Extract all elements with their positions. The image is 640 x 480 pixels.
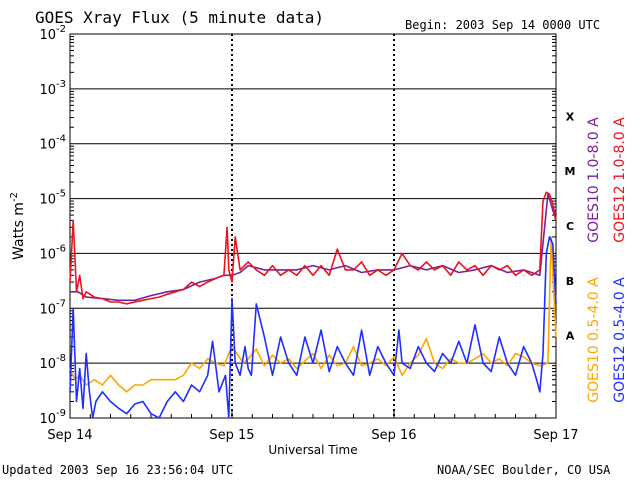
y-axis-label-text: Watts m bbox=[11, 202, 27, 260]
x-tick-label: Sep 15 bbox=[209, 428, 254, 443]
x-axis-label: Universal Time bbox=[268, 443, 357, 457]
y-tick-base: 10 bbox=[39, 247, 56, 262]
svg-text:Watts m-2: Watts m-2 bbox=[9, 192, 27, 260]
y-tick-base: 10 bbox=[39, 28, 56, 43]
flare-class-label: C bbox=[566, 220, 574, 233]
y-tick-exponent: -3 bbox=[56, 79, 66, 90]
y-tick-label: 10-5 bbox=[39, 189, 66, 208]
legend: GOES10 1.0-8.0 A GOES12 1.0-8.0 A GOES10 0… bbox=[586, 117, 628, 403]
series-line bbox=[69, 236, 557, 393]
y-tick-base: 10 bbox=[39, 138, 56, 153]
y-tick-base: 10 bbox=[39, 302, 56, 317]
y-axis-label-exponent: -2 bbox=[9, 192, 20, 202]
y-axis-label: Watts m-2 bbox=[9, 192, 27, 260]
y-tick-exponent: -9 bbox=[56, 408, 66, 419]
y-tick-label: 10-2 bbox=[39, 24, 66, 43]
flare-class-label: A bbox=[566, 330, 575, 343]
chart-title: GOES Xray Flux (5 minute data) bbox=[35, 8, 324, 27]
legend-entry: GOES12 1.0-8.0 A bbox=[612, 117, 628, 243]
y-tick-label: 10-6 bbox=[39, 243, 66, 262]
series-line bbox=[70, 193, 557, 302]
y-tick-label: 10-4 bbox=[39, 134, 66, 153]
x-tick-label: Sep 17 bbox=[533, 428, 578, 443]
legend-label: GOES10 0.5-4.0 A bbox=[586, 277, 602, 403]
y-tick-label: 10-3 bbox=[39, 79, 66, 98]
flare-class-label: X bbox=[566, 110, 575, 123]
legend-label: GOES12 1.0-8.0 A bbox=[612, 117, 628, 243]
y-tick-exponent: -8 bbox=[56, 353, 66, 364]
x-axis-ticks: Sep 14 Sep 15 Sep 16 Sep 17 bbox=[47, 410, 579, 443]
legend-entry: GOES10 0.5-4.0 A bbox=[586, 277, 602, 403]
flare-class-label: B bbox=[566, 275, 574, 288]
y-tick-base: 10 bbox=[39, 412, 56, 427]
y-tick-base: 10 bbox=[39, 357, 56, 372]
day-divider-lines bbox=[231, 34, 395, 418]
legend-entry: GOES10 1.0-8.0 A bbox=[586, 117, 602, 243]
y-tick-base: 10 bbox=[39, 83, 56, 98]
y-tick-base: 10 bbox=[39, 193, 56, 208]
legend-label: GOES12 0.5-4.0 A bbox=[612, 277, 628, 403]
series-line bbox=[69, 236, 557, 419]
legend-entry: GOES12 0.5-4.0 A bbox=[612, 277, 628, 403]
data-series bbox=[69, 191, 557, 419]
y-tick-exponent: -6 bbox=[56, 243, 66, 254]
y-axis-ticks: 10-210-310-410-510-610-710-810-9 bbox=[39, 24, 556, 427]
legend-label: GOES10 1.0-8.0 A bbox=[586, 117, 602, 243]
y-tick-exponent: -4 bbox=[56, 134, 66, 145]
flare-class-labels: X M C B A bbox=[565, 110, 576, 342]
y-tick-label: 10-9 bbox=[39, 408, 66, 427]
updated-label: Updated 2003 Sep 16 23:56:04 UTC bbox=[2, 463, 233, 477]
x-tick-label: Sep 16 bbox=[371, 428, 416, 443]
y-tick-label: 10-7 bbox=[39, 298, 66, 317]
series-line bbox=[69, 191, 557, 305]
credit-label: NOAA/SEC Boulder, CO USA bbox=[437, 463, 611, 477]
y-tick-label: 10-8 bbox=[39, 353, 66, 372]
y-tick-exponent: -2 bbox=[56, 24, 66, 35]
flare-class-label: M bbox=[565, 165, 576, 178]
grid-lines bbox=[70, 88, 556, 364]
begin-label: Begin: 2003 Sep 14 0000 UTC bbox=[405, 18, 600, 32]
y-tick-exponent: -7 bbox=[56, 298, 66, 309]
y-tick-exponent: -5 bbox=[56, 189, 66, 200]
x-tick-label: Sep 14 bbox=[47, 428, 92, 443]
